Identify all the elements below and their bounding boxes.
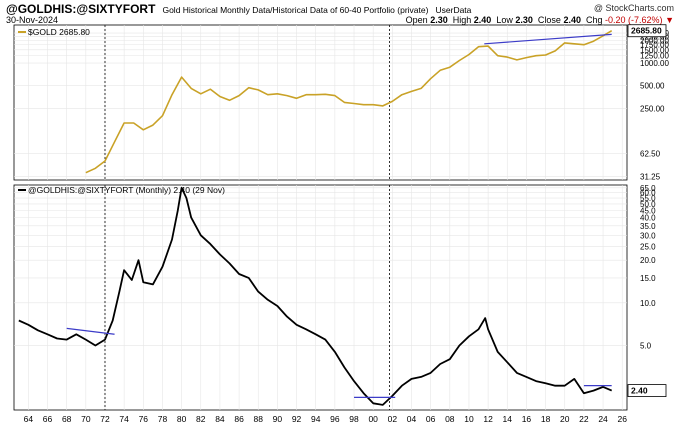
bottom-y-tick-label: 55.0 (640, 194, 656, 203)
x-tick-label: 74 (119, 414, 129, 424)
x-tick-label: 96 (330, 414, 340, 424)
low-label: Low (496, 15, 513, 25)
x-tick-label: 10 (464, 414, 474, 424)
top-y-tick-label: 250.00 (640, 104, 665, 113)
x-tick-label: 02 (388, 414, 398, 424)
bottom-y-tick-label: 30.0 (640, 231, 656, 240)
high-label: High (452, 15, 472, 25)
gold-trendline (484, 33, 612, 45)
bottom-y-tick-label: 40.0 (640, 214, 656, 223)
ratio-last-value-box (627, 384, 667, 397)
top-y-tick-label: 1000.00 (640, 59, 669, 68)
top-y-tick-label: 1750.00 (640, 41, 669, 50)
bottom-y-tick-label: 5.0 (640, 341, 652, 350)
x-tick-label: 24 (598, 414, 608, 424)
gold-last-value-label: 2685.80 (631, 26, 662, 36)
bottom-y-tick-label: 65.0 (640, 184, 656, 193)
x-tick-label: 80 (177, 414, 187, 424)
down-arrow-icon: ▼ (665, 15, 674, 25)
close-value: 2.40 (563, 15, 581, 25)
x-tick-label: 90 (273, 414, 283, 424)
quote-bar: Open 2.30 High 2.40 Low 2.30 Close 2.40 … (406, 15, 674, 25)
chg-label: Chg (586, 15, 603, 25)
panel-frame-2 (13, 184, 628, 411)
bottom-y-tick-label: 35.0 (640, 222, 656, 231)
bottom-y-tick-label: 20.0 (640, 256, 656, 265)
brand-label: @ StockCharts.com (593, 3, 674, 13)
top-y-tick-label: 1500.00 (640, 46, 669, 55)
date-label: 30-Nov-2024 (6, 15, 59, 25)
x-tick-label: 78 (158, 414, 168, 424)
chart-header: @GOLDHIS:@SIXTYFORT Gold Historical Mont… (6, 2, 471, 16)
x-tick-label: 68 (62, 414, 72, 424)
x-tick-label: 76 (139, 414, 149, 424)
ratio-legend-label: @GOLDHIS:@SIXTYFORT (Monthly) 2.40 (29 N… (28, 185, 225, 195)
x-tick-label: 06 (426, 414, 436, 424)
gold-legend-label: $GOLD 2685.80 (28, 27, 90, 37)
bottom-y-tick-label: 50.0 (640, 200, 656, 209)
x-tick-label: 12 (483, 414, 493, 424)
bottom-y-tick-label: 25.0 (640, 243, 656, 252)
top-y-tick-label: 1250.00 (640, 52, 669, 61)
x-tick-label: 26 (617, 414, 627, 424)
top-y-tick-label: 2000.00 (640, 36, 669, 45)
x-tick-label: 86 (234, 414, 244, 424)
symbol-label: @GOLDHIS:@SIXTYFORT (6, 2, 156, 16)
ratio-trendline-1 (66, 327, 115, 335)
x-tick-label: 82 (196, 414, 206, 424)
x-tick-label: 72 (100, 414, 110, 424)
userdata-label: UserData (435, 5, 472, 15)
low-value: 2.30 (515, 15, 533, 25)
x-tick-label: 22 (579, 414, 589, 424)
x-tick-label: 98 (349, 414, 359, 424)
close-label: Close (537, 15, 561, 25)
gold-last-value-box (627, 24, 667, 38)
top-y-tick-label: 62.50 (640, 150, 661, 159)
x-tick-label: 88 (254, 414, 264, 424)
gold-series-line (85, 30, 613, 174)
x-tick-label: 08 (445, 414, 455, 424)
top-y-tick-label: 31.25 (640, 172, 661, 181)
high-value: 2.40 (473, 15, 492, 25)
x-tick-label: 04 (407, 414, 417, 424)
chart-subtitle: Gold Historical Monthly Data/Historical … (162, 5, 429, 15)
x-tick-label: 18 (541, 414, 551, 424)
chg-value: -0.20 (-7.62%) (605, 15, 663, 25)
x-tick-label: 70 (81, 414, 91, 424)
open-label: Open (405, 15, 428, 25)
bottom-y-tick-label: 45.0 (640, 206, 656, 215)
x-tick-label: 14 (503, 414, 513, 424)
bottom-y-tick-label: 60.0 (640, 189, 656, 198)
x-tick-label: 94 (311, 414, 321, 424)
x-tick-label: 00 (368, 414, 378, 424)
ratio-series-line (18, 186, 613, 406)
x-tick-label: 16 (522, 414, 532, 424)
top-y-tick-label: 500.00 (640, 82, 665, 91)
ratio-last-value-label: 2.40 (631, 386, 648, 396)
x-tick-label: 64 (24, 414, 34, 424)
x-tick-label: 84 (215, 414, 225, 424)
x-tick-label: 66 (43, 414, 53, 424)
panel-frame-1 (13, 24, 628, 181)
x-tick-label: 20 (560, 414, 570, 424)
open-value: 2.30 (430, 15, 448, 25)
bottom-y-tick-label: 10.0 (640, 299, 656, 308)
x-tick-label: 92 (292, 414, 302, 424)
bottom-y-tick-label: 15.0 (640, 274, 656, 283)
